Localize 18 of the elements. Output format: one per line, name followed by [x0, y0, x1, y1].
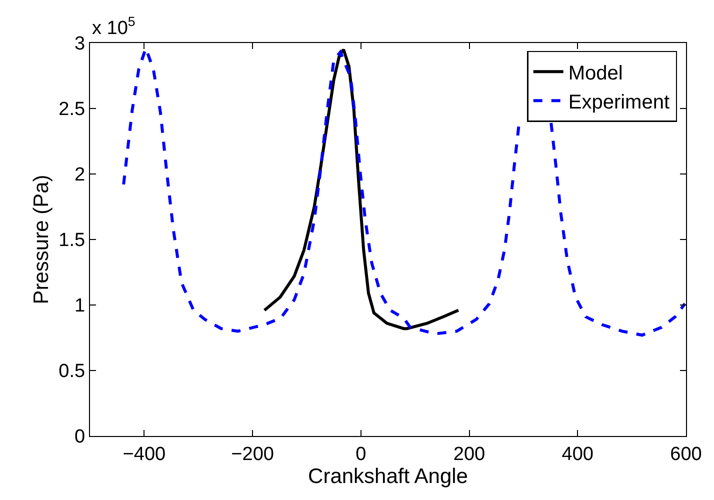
- y-tick-label: 1.5: [58, 230, 86, 252]
- y-tick-label: 1: [74, 296, 86, 317]
- x-tick-label: 600: [670, 444, 702, 465]
- x-tick-label: 200: [453, 444, 486, 465]
- y-tick-label: 2: [74, 164, 86, 186]
- x-tick-label: 400: [562, 444, 594, 465]
- x-tick-label: 0: [356, 444, 366, 465]
- text: x 10$^{5}$: [92, 14, 136, 39]
- y-axis-title: Pressure (Pa): [30, 174, 53, 304]
- x-tick-label: −400: [122, 444, 166, 465]
- y-tick-label: 2.5: [58, 99, 86, 120]
- y-tick-label: 0.5: [58, 361, 86, 382]
- x-axis-title: Crankshaft Angle: [308, 465, 468, 488]
- legend-label: Model: [568, 62, 623, 84]
- x-tick-label: −200: [231, 444, 274, 465]
- y-tick-label: 3: [74, 34, 86, 55]
- y-tick-label: 0: [74, 426, 86, 448]
- legend-label: Experiment: [568, 91, 670, 114]
